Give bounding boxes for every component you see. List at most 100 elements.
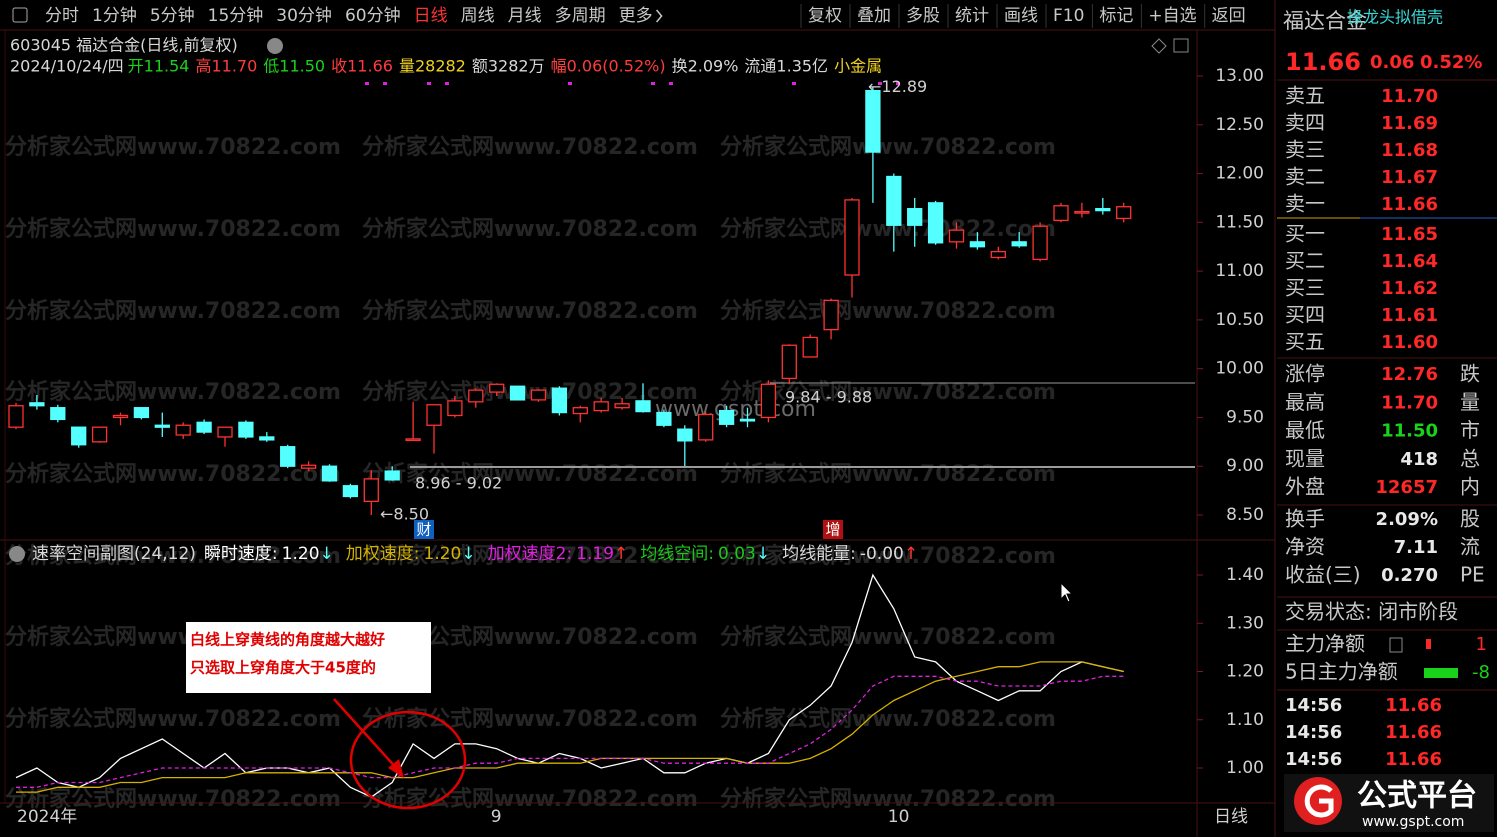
candle-body [865,89,881,153]
watermark: 分析家公式网www.70822.com [720,134,1056,160]
candle-body [969,241,986,248]
period-tab[interactable]: 分时 [45,6,79,26]
legend-value: 1.20 [282,544,320,564]
y-tick-label: 1.00 [1226,758,1264,778]
tool-button[interactable]: 统计 [955,6,989,26]
price-annotation: ←8.50 [380,505,429,524]
y-tick-label: 9.50 [1226,407,1264,427]
candle-body [405,438,421,442]
legend-value: -0.00 [860,544,904,564]
field-label: 流通 [744,57,776,76]
legend-name: 加权速度: [346,544,420,564]
quote-value: 11.67 [1381,167,1438,188]
candle-body [196,421,212,433]
signal-dot [669,82,673,85]
quote-label: 买一 [1285,222,1325,246]
field-label: 高 [195,57,211,76]
field-label: 换 [672,57,688,76]
period-tab[interactable]: 30分钟 [276,6,332,26]
legend-arrow: ↑ [614,544,628,564]
logo-mark [1294,777,1342,825]
candle-body [990,250,1006,259]
field-value: 28282 [415,57,466,76]
watermark: 分析家公式网www.70822.com [720,543,1056,569]
tool-button[interactable]: 叠加 [857,6,891,26]
indicator-line [15,573,1124,798]
period-tab[interactable]: 15分钟 [208,6,264,26]
signal-dot [568,82,572,85]
quote-label: 买四 [1285,303,1325,327]
candle-body [614,403,630,409]
tool-button[interactable]: F10 [1053,6,1084,26]
y-tick-label: 13.00 [1215,66,1264,86]
quote-label: 外盘 [1285,475,1325,499]
candle-body [886,175,902,226]
quote-label: 最低 [1285,418,1325,442]
period-tab[interactable]: 日线 [414,6,448,26]
quote-value: 2.09% [1376,509,1438,530]
watermark: 分析家公式网www.70822.com [5,298,341,324]
legend-value: 0.03 [718,544,756,564]
quote-label: 最高 [1285,390,1325,414]
y-tick-label: 12.00 [1215,164,1264,184]
tool-button[interactable]: 复权 [808,6,842,26]
x-tick-label: 9 [491,807,502,827]
quote-label: 卖四 [1285,111,1325,135]
quote-label: 卖三 [1285,138,1325,162]
tool-button[interactable]: 标记 [1099,6,1133,26]
period-tab[interactable]: 5分钟 [150,6,195,26]
quote-side-label: 流 [1460,535,1480,559]
quote-label: 买二 [1285,249,1325,273]
candle-body [238,421,254,438]
tool-button[interactable]: 画线 [1004,6,1038,26]
candle-body [447,400,463,417]
watermark: 分析家公式网www.70822.com [720,624,1056,650]
trade-time: 14:56 [1285,722,1342,743]
price-annotation: ←12.89 [868,77,927,96]
legend-name: 加权速度2: [488,544,573,564]
signal-dot [445,82,449,85]
quote-side-label: 市 [1460,418,1480,442]
range-label: 9.84 - 9.88 [785,388,872,407]
legend-arrow: ↑ [904,544,918,564]
logo-url: www.gspt.com [1362,814,1464,830]
quote-label: 卖五 [1285,84,1325,108]
y-tick-label: 10.00 [1215,359,1264,379]
quote-value: 12657 [1375,477,1438,498]
candle-body [29,402,45,407]
field-label: 低 [263,57,279,76]
tool-button[interactable]: 多股 [906,6,940,26]
quote-label: 买五 [1285,330,1325,354]
candle-body [635,400,651,413]
trade-time: 14:56 [1285,695,1342,716]
period-tab[interactable]: 60分钟 [345,6,401,26]
period-tab[interactable]: 更多 [619,6,653,26]
quote-value: 11.66 [1381,194,1438,215]
quote-side-label: 股 [1460,507,1480,531]
field-value: 11.70 [211,57,257,76]
signal-dot [651,82,655,85]
tool-button[interactable]: 返回 [1212,6,1246,26]
candle-body [217,426,233,438]
quote-news: 掾龙头拟借壳 [1347,8,1443,27]
tool-button[interactable]: +自选 [1148,6,1196,26]
watermark: 分析家公式网www.70822.com [362,461,698,487]
watermark: 分析家公式网www.70822.com [362,134,698,160]
quote-value: 11.68 [1381,140,1438,161]
signal-dot [792,82,796,85]
period-tab[interactable]: 周线 [461,6,495,26]
quote-value: 11.70 [1381,392,1438,413]
highlight-circle [349,710,467,810]
diamond-icon [1151,38,1167,54]
period-tab[interactable]: 1分钟 [92,6,137,26]
quote-label: 收益(三) [1285,563,1361,587]
candle-body [8,405,24,428]
trade-price: 11.66 [1385,695,1442,716]
candle-body [551,387,568,414]
candle-body [175,424,191,436]
period-tab[interactable]: 月线 [508,6,542,26]
event-badge [414,520,434,539]
period-tab[interactable]: 多周期 [555,6,606,26]
indicator-line [16,661,1124,793]
event-label: 增 [825,521,840,539]
